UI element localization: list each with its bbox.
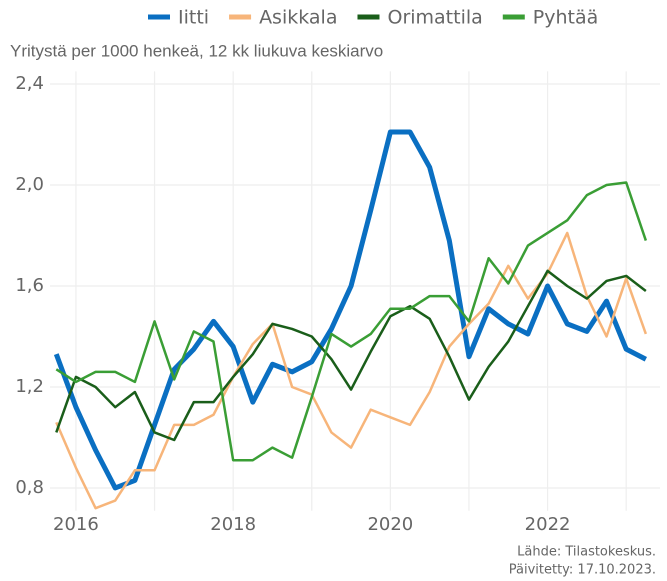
- y-tick-label: 2,4: [15, 73, 44, 94]
- source: Lähde: Tilastokeskus.: [517, 545, 656, 560]
- y-tick-label: 1,6: [15, 275, 44, 296]
- chart-subtitle: Yritystä per 1000 henkeä, 12 kk liukuva …: [10, 41, 383, 60]
- series-line: [55, 269, 647, 442]
- x-tick-label: 2016: [53, 514, 99, 535]
- updated: Päivitetty: 17.10.2023.: [509, 563, 656, 578]
- grid: [50, 71, 660, 511]
- y-tick-label: 1,2: [15, 376, 44, 397]
- legend-label: Asikkala: [259, 7, 337, 29]
- y-tick-label: 2,0: [15, 174, 44, 195]
- series-line: [53, 129, 647, 491]
- x-tick-label: 2022: [525, 514, 571, 535]
- legend-label: Iitti: [178, 7, 209, 29]
- x-tick-label: 2018: [210, 514, 256, 535]
- legend-label: Orimattila: [387, 7, 482, 29]
- legend-label: Pyhtää: [533, 7, 598, 29]
- x-tick-label: 2020: [367, 514, 413, 535]
- series-line: [55, 181, 648, 462]
- series-line: [55, 231, 648, 510]
- y-tick-label: 0,8: [15, 477, 44, 498]
